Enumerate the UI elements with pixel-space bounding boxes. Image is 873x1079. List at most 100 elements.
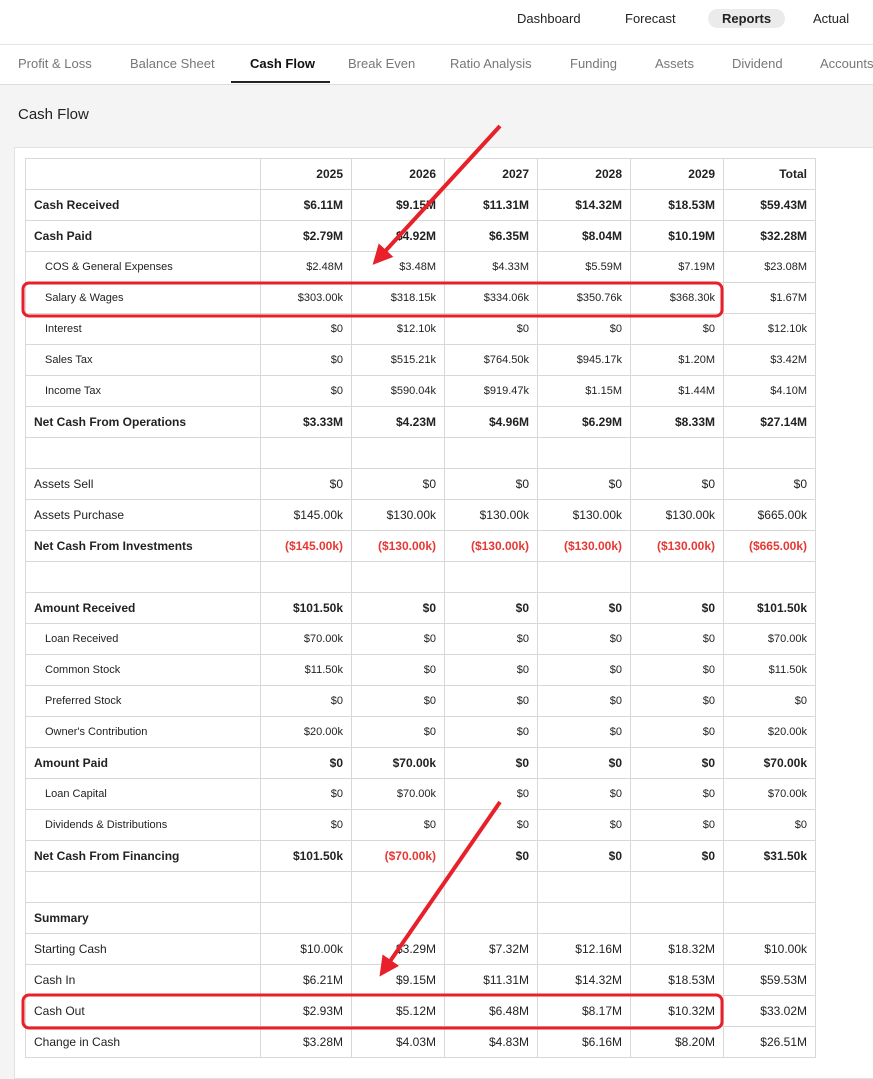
- row-label: Sales Tax: [25, 344, 261, 376]
- value-cell: $7.32M: [444, 933, 538, 965]
- table-row: Change in Cash $3.28M $4.03M $4.83M $6.16M $8…: [25, 1026, 816, 1058]
- value-cell: $0: [260, 313, 352, 345]
- value-cell: [537, 902, 631, 934]
- value-cell: ($665.00k): [723, 530, 816, 562]
- value-cell: [723, 871, 816, 903]
- value-cell: $18.53M: [630, 964, 724, 996]
- value-cell: $4.03M: [351, 1026, 445, 1058]
- row-label: Amount Received: [25, 592, 261, 624]
- nav-item[interactable]: Reports: [708, 9, 786, 28]
- value-cell: $9.15M: [351, 189, 445, 221]
- value-cell: [630, 561, 724, 593]
- value-cell: ($70.00k): [351, 840, 445, 872]
- tab[interactable]: Cash Flow: [250, 56, 316, 71]
- value-cell: $590.04k: [351, 375, 445, 407]
- value-cell: [723, 902, 816, 934]
- value-cell: [444, 902, 538, 934]
- value-cell: [351, 561, 445, 593]
- value-cell: $6.29M: [537, 406, 631, 438]
- value-cell: $0: [444, 778, 538, 810]
- tab[interactable]: Balance Sheet: [130, 56, 215, 71]
- value-cell: $515.21k: [351, 344, 445, 376]
- value-cell: $4.10M: [723, 375, 816, 407]
- value-cell: $0: [444, 685, 538, 717]
- value-cell: $0: [351, 809, 445, 841]
- tab[interactable]: Funding: [570, 56, 617, 71]
- tab[interactable]: Ratio Analysis: [450, 56, 532, 71]
- table-row: [25, 561, 816, 593]
- header-row: 2025 2026 2027 2028 2029 Total: [25, 158, 816, 190]
- value-cell: $0: [260, 809, 352, 841]
- value-cell: [260, 561, 352, 593]
- value-cell: $10.19M: [630, 220, 724, 252]
- value-cell: $0: [444, 313, 538, 345]
- section-title: Cash Flow: [18, 106, 89, 123]
- value-cell: $3.42M: [723, 344, 816, 376]
- value-cell: $0: [537, 592, 631, 624]
- value-cell: [260, 437, 352, 469]
- value-cell: $0: [537, 623, 631, 655]
- value-cell: $6.48M: [444, 995, 538, 1027]
- tab[interactable]: Assets: [655, 56, 695, 71]
- value-cell: $0: [537, 778, 631, 810]
- value-cell: $4.92M: [351, 220, 445, 252]
- table-row: [25, 437, 816, 469]
- tab[interactable]: Break Even: [348, 56, 416, 71]
- nav-item[interactable]: Actual: [813, 11, 850, 26]
- tab[interactable]: Profit & Loss: [18, 56, 92, 71]
- value-cell: $4.83M: [444, 1026, 538, 1058]
- value-cell: $0: [630, 685, 724, 717]
- value-cell: [630, 437, 724, 469]
- value-cell: $0: [630, 592, 724, 624]
- value-cell: $11.31M: [444, 189, 538, 221]
- value-cell: $0: [260, 685, 352, 717]
- value-cell: $0: [351, 623, 445, 655]
- value-cell: [630, 871, 724, 903]
- value-cell: $70.00k: [723, 623, 816, 655]
- value-cell: $0: [444, 716, 538, 748]
- header-cell: 2027: [444, 158, 538, 190]
- value-cell: $0: [537, 716, 631, 748]
- nav-item[interactable]: Dashboard: [517, 11, 581, 26]
- value-cell: $6.11M: [260, 189, 352, 221]
- value-cell: $0: [444, 747, 538, 779]
- value-cell: [537, 561, 631, 593]
- value-cell: $1.44M: [630, 375, 724, 407]
- value-cell: ($130.00k): [537, 530, 631, 562]
- table-row: Salary & Wages $303.00k $318.15k $334.06k $3…: [25, 282, 816, 314]
- row-label: Income Tax: [25, 375, 261, 407]
- value-cell: $70.00k: [723, 778, 816, 810]
- value-cell: $0: [444, 809, 538, 841]
- value-cell: $130.00k: [537, 499, 631, 531]
- value-cell: $26.51M: [723, 1026, 816, 1058]
- value-cell: $145.00k: [260, 499, 352, 531]
- value-cell: $31.50k: [723, 840, 816, 872]
- divider: [0, 44, 873, 45]
- table-row: Amount Received $101.50k $0 $0 $0 $0 $101.50k: [25, 592, 816, 624]
- value-cell: $11.50k: [723, 654, 816, 686]
- row-label: Net Cash From Investments: [25, 530, 261, 562]
- header-cell: Total: [723, 158, 816, 190]
- cash-flow-table: 2025 2026 2027 2028 2029 Total Cash Received $6…: [25, 158, 816, 1058]
- value-cell: $0: [260, 778, 352, 810]
- tab[interactable]: Accounts: [820, 56, 873, 71]
- value-cell: $0: [630, 716, 724, 748]
- value-cell: $101.50k: [260, 840, 352, 872]
- value-cell: [723, 561, 816, 593]
- value-cell: $4.23M: [351, 406, 445, 438]
- tab[interactable]: Dividend: [732, 56, 783, 71]
- value-cell: $0: [351, 592, 445, 624]
- value-cell: $2.93M: [260, 995, 352, 1027]
- table-row: Cash Paid $2.79M $4.92M $6.35M $8.04M $10.19M…: [25, 220, 816, 252]
- value-cell: $0: [537, 468, 631, 500]
- header-cell: 2026: [351, 158, 445, 190]
- header-cell: 2029: [630, 158, 724, 190]
- value-cell: $0: [444, 654, 538, 686]
- value-cell: $919.47k: [444, 375, 538, 407]
- row-label: COS & General Expenses: [25, 251, 261, 283]
- value-cell: $20.00k: [723, 716, 816, 748]
- value-cell: $665.00k: [723, 499, 816, 531]
- value-cell: $8.17M: [537, 995, 631, 1027]
- value-cell: $334.06k: [444, 282, 538, 314]
- nav-item[interactable]: Forecast: [625, 11, 676, 26]
